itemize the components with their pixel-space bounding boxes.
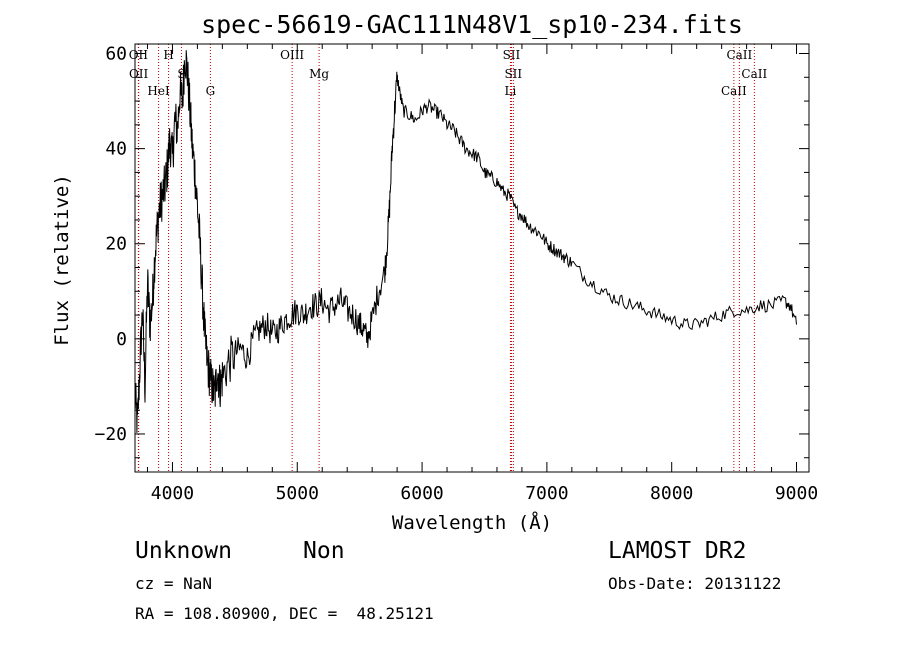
spectral-lines: OII OII HeI HS G OIII Mg Li SII SII CaII CaII CaII	[129, 44, 767, 472]
spectral-line-label: HeI	[147, 84, 170, 98]
spectral-line-label: SII	[503, 48, 521, 62]
survey-name: LAMOST DR2	[608, 538, 747, 564]
spectral-line-label: S	[177, 67, 185, 81]
y-tick-label: 40	[105, 139, 127, 160]
series-layer	[134, 50, 797, 433]
object-subclass: Non	[303, 538, 345, 564]
spectrum-series-line	[134, 50, 797, 433]
plot-frame	[134, 43, 810, 473]
spectral-line-label: G	[206, 84, 216, 98]
axes: 4000 5000 6000 7000 8000 9000 −20 0 20 40 60	[94, 43, 818, 504]
x-tick-label: 5000	[276, 483, 319, 504]
spectral-line-label: CaII	[726, 48, 752, 62]
x-tick-label: 6000	[400, 483, 443, 504]
x-tick-label: 9000	[775, 483, 818, 504]
ra-dec: RA = 108.80900, DEC = 48.25121	[135, 604, 434, 623]
spectral-line-label: CaII	[721, 84, 747, 98]
x-axis-label: Wavelength (Å)	[392, 511, 552, 534]
spectral-line-label: CaII	[741, 67, 767, 81]
y-tick-label: 0	[116, 329, 127, 350]
object-class: Unknown	[135, 538, 232, 564]
spectral-line-label: OII	[129, 48, 149, 62]
y-axis-label: Flux (relative)	[51, 174, 73, 346]
chart-title: spec-56619-GAC111N48V1_sp10-234.fits	[201, 10, 743, 39]
spectral-line-label: Li	[505, 84, 517, 98]
spectral-line-label: OIII	[280, 48, 304, 62]
spectral-line-label: H	[163, 48, 173, 62]
spectral-line-label: Mg	[309, 67, 329, 81]
spectral-line-label: SII	[504, 67, 522, 81]
x-tick-label: 4000	[151, 483, 194, 504]
obs-date: Obs-Date: 20131122	[608, 574, 782, 593]
y-tick-label: −20	[94, 424, 127, 445]
spectral-line-label: OII	[129, 67, 149, 81]
y-tick-label: 60	[105, 44, 127, 65]
x-tick-label: 7000	[525, 483, 568, 504]
redshift-cz: cz = NaN	[135, 574, 213, 593]
y-tick-label: 20	[105, 234, 127, 255]
x-tick-label: 8000	[650, 483, 693, 504]
